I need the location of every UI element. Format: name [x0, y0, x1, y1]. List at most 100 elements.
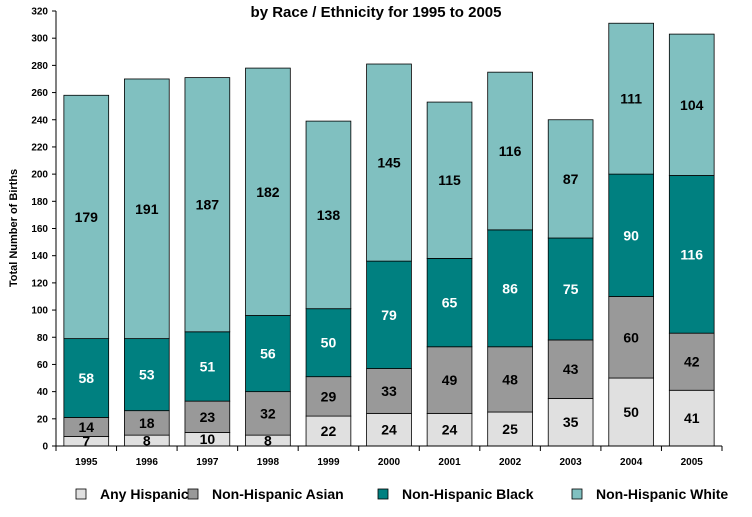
x-tick-label: 2005 — [681, 457, 704, 468]
y-tick-label: 140 — [31, 251, 48, 262]
x-tick-label: 2000 — [378, 457, 401, 468]
legend-label: Any Hispanic — [100, 486, 189, 502]
bar-segment — [63, 338, 110, 418]
data-label: 48 — [502, 371, 518, 387]
y-tick-label: 220 — [31, 142, 48, 153]
x-tick-label: 1999 — [317, 457, 340, 468]
data-label: 32 — [260, 405, 276, 421]
bar-segment — [608, 377, 654, 447]
data-label: 24 — [442, 422, 458, 438]
data-label: 18 — [139, 415, 155, 431]
bar-segment — [305, 376, 352, 417]
bar-segment — [63, 94, 110, 340]
data-label: 75 — [563, 281, 579, 297]
data-label: 179 — [75, 209, 99, 225]
x-tick-label: 2003 — [560, 457, 583, 468]
data-label: 53 — [139, 367, 155, 383]
bar-segment — [245, 67, 291, 316]
y-tick-label: 160 — [31, 224, 48, 235]
y-tick-label: 300 — [31, 34, 48, 45]
data-label: 49 — [442, 372, 458, 388]
data-label: 41 — [684, 410, 700, 426]
bar-segment — [305, 120, 352, 310]
data-label: 29 — [321, 388, 337, 404]
bar-segment — [184, 77, 231, 333]
y-tick-label: 100 — [31, 306, 48, 317]
bar-segment — [426, 101, 473, 259]
data-label: 116 — [499, 143, 522, 159]
legend-swatch — [187, 488, 199, 500]
bar-segment — [487, 229, 533, 348]
data-label: 191 — [135, 201, 159, 217]
data-label: 8 — [264, 433, 272, 449]
y-tick-label: 120 — [31, 278, 48, 289]
bar-segment — [124, 338, 170, 412]
bar-segment — [547, 119, 594, 239]
data-label: 104 — [680, 97, 704, 113]
data-label: 115 — [438, 172, 461, 188]
bar-segment — [184, 400, 231, 433]
data-label: 25 — [502, 421, 518, 437]
bar-segment — [608, 22, 654, 175]
data-label: 87 — [563, 171, 579, 187]
data-label: 10 — [200, 431, 216, 447]
bar-segment — [366, 368, 412, 414]
bar-segment — [366, 260, 412, 369]
data-label: 138 — [317, 207, 341, 223]
bar-segment — [366, 63, 412, 262]
data-label: 35 — [563, 414, 579, 430]
legend-swatch — [571, 488, 583, 500]
y-tick-label: 200 — [31, 170, 48, 181]
y-tick-label: 80 — [37, 333, 49, 344]
data-label: 50 — [623, 404, 639, 420]
data-label: 79 — [381, 307, 397, 323]
y-tick-label: 20 — [37, 414, 49, 425]
bar-segment — [668, 33, 715, 176]
bar-segment — [366, 412, 412, 447]
y-tick-label: 260 — [31, 88, 48, 99]
legend-swatch — [377, 488, 389, 500]
bar-segment — [426, 346, 473, 414]
bar-segment — [184, 331, 231, 402]
data-label: 22 — [321, 423, 337, 439]
x-tick-label: 1995 — [75, 457, 98, 468]
chart-title: by Race / Ethnicity for 1995 to 2005 — [251, 4, 502, 21]
bar-segment — [487, 71, 533, 231]
y-axis-label: Total Number of Births — [8, 169, 20, 287]
data-label: 58 — [78, 370, 94, 386]
bar-segment — [608, 296, 654, 379]
bar-segment — [305, 308, 352, 378]
data-label: 116 — [680, 246, 703, 262]
x-tick-label: 1997 — [196, 457, 219, 468]
y-tick-label: 40 — [37, 387, 49, 398]
y-tick-label: 280 — [31, 61, 48, 72]
y-tick-label: 320 — [31, 7, 48, 18]
data-label: 42 — [684, 354, 700, 370]
legend-label: Non-Hispanic White — [596, 486, 728, 502]
bar-segment — [305, 415, 352, 447]
bar-segment — [668, 175, 715, 334]
y-tick-label: 0 — [42, 442, 48, 453]
data-label: 50 — [321, 335, 337, 351]
legend: Any Hispanic Non-Hispanic Asian Non-Hispan… — [75, 486, 728, 502]
y-tick-label: 60 — [37, 360, 49, 371]
bar-segment — [487, 346, 533, 413]
bar-segment — [124, 78, 170, 340]
bar-segment — [426, 258, 473, 348]
data-label: 33 — [381, 383, 397, 399]
data-label: 7 — [82, 433, 90, 449]
data-label: 8 — [143, 433, 151, 449]
y-tick-label: 240 — [31, 115, 48, 126]
data-label: 187 — [196, 197, 220, 213]
data-label: 51 — [200, 358, 216, 374]
bar-segment — [608, 173, 654, 297]
data-label: 43 — [563, 361, 579, 377]
x-tick-label: 2001 — [438, 457, 461, 468]
legend-label: Non-Hispanic Black — [402, 486, 534, 502]
bar-segment — [124, 410, 170, 436]
legend-swatch — [75, 488, 87, 500]
bar-segment — [245, 315, 291, 393]
data-label: 60 — [623, 329, 639, 345]
